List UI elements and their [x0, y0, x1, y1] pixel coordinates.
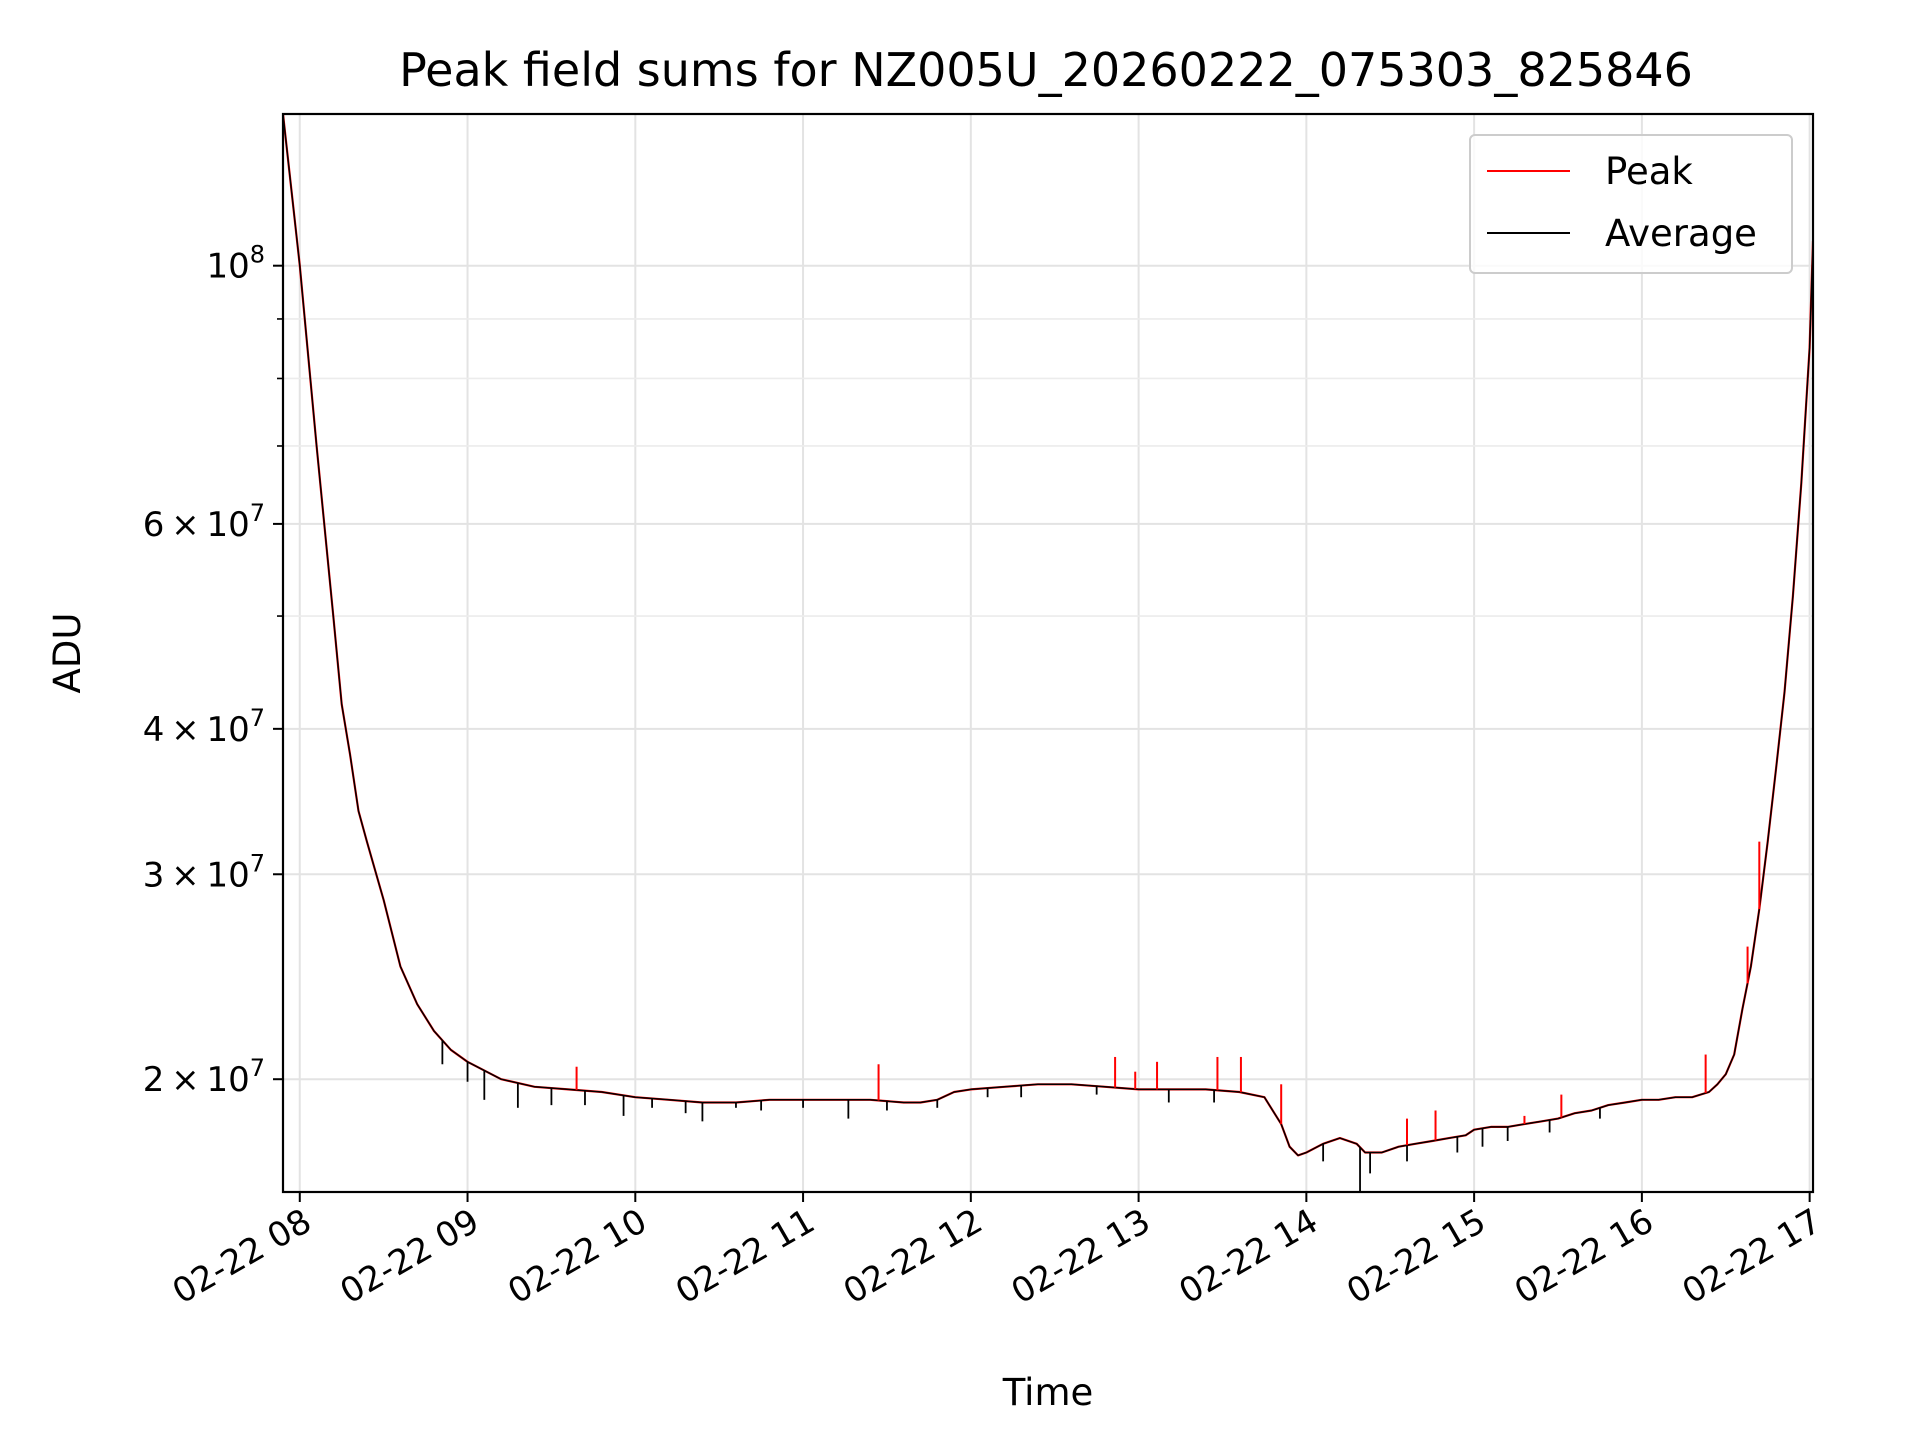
y-tick-label-exponent: 8 — [250, 241, 265, 269]
y-tick-label: 4 × 107 — [143, 704, 265, 750]
y-tick-label: 2 × 107 — [143, 1054, 265, 1100]
y-tick-label-base: 6 × 10 — [143, 505, 250, 545]
series-line-average — [283, 114, 1813, 1157]
y-tick-label-exponent: 7 — [250, 849, 265, 877]
plot-frame — [281, 112, 1815, 1194]
y-tick-label-base: 2 × 10 — [143, 1060, 250, 1100]
y-tick-label: 6 × 107 — [143, 499, 265, 545]
y-tick-label-base: 10 — [206, 247, 249, 287]
legend-average-label: Average — [1605, 212, 1757, 255]
legend-box — [1469, 134, 1793, 274]
series-layer — [283, 114, 1813, 1192]
legend: Peak Average — [1469, 134, 1793, 274]
y-tick-label-base: 4 × 10 — [143, 710, 250, 750]
x-axis-label: Time — [1002, 1371, 1094, 1414]
legend-peak-label: Peak — [1605, 150, 1693, 193]
y-axis-label: ADU — [46, 613, 89, 694]
y-tick-label-base: 3 × 10 — [143, 855, 250, 895]
chart-title: Peak field sums for NZ005U_20260222_0753… — [399, 43, 1693, 97]
y-tick-label-exponent: 7 — [250, 499, 265, 527]
y-tick-label-exponent: 7 — [250, 704, 265, 732]
y-tick-label-exponent: 7 — [250, 1054, 265, 1082]
y-tick-label: 108 — [206, 241, 265, 287]
y-tick-label: 3 × 107 — [143, 849, 265, 895]
